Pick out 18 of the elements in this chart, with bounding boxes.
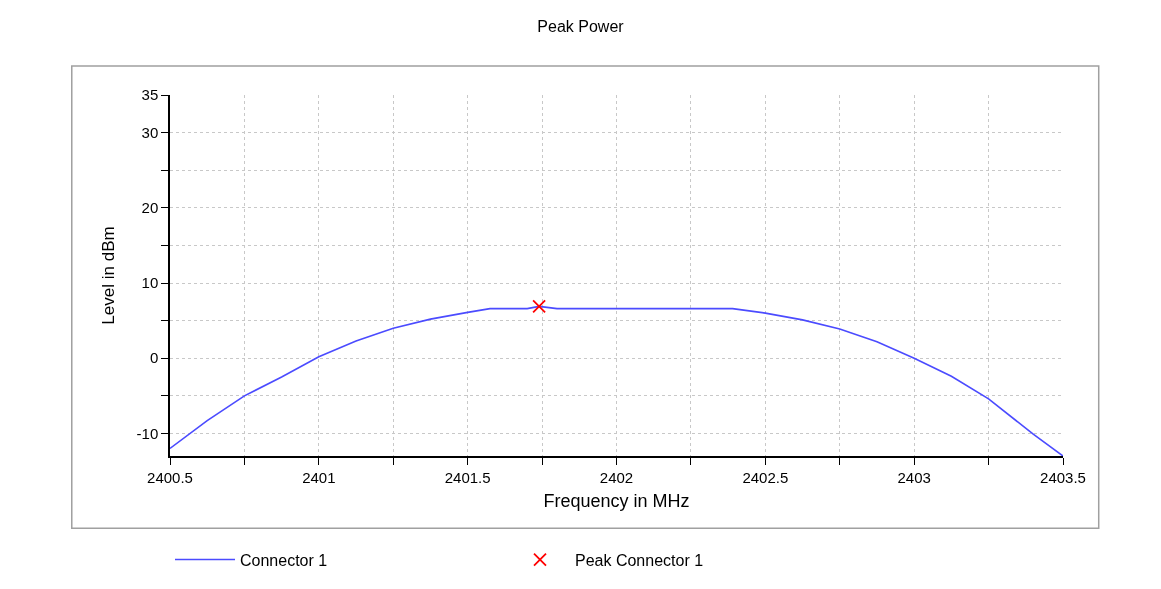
chart-title: Peak Power [537,17,625,35]
x-axis-title: Frequency in MHz [543,491,690,512]
x-tick-label: 2401.5 [444,468,491,486]
x-tick-label: 2403 [897,468,931,486]
x-tick-label: 2401 [302,468,336,486]
y-tick-label: 10 [141,274,159,292]
legend-label: Peak Connector 1 [575,551,704,569]
y-tick-label: -10 [136,424,159,442]
x-tick-label: 2400.5 [147,468,193,486]
y-tick-label: 30 [141,123,159,141]
x-tick-label: 2402.5 [742,468,789,486]
legend-label: Connector 1 [240,551,328,569]
y-axis-title: Level in dBm [98,226,118,325]
x-tick-label: 2403.5 [1040,468,1086,486]
y-tick-label: 0 [149,349,159,367]
x-tick-label: 2402 [599,468,634,486]
y-tick-label: 35 [141,86,159,104]
y-tick-label: 20 [141,199,159,217]
